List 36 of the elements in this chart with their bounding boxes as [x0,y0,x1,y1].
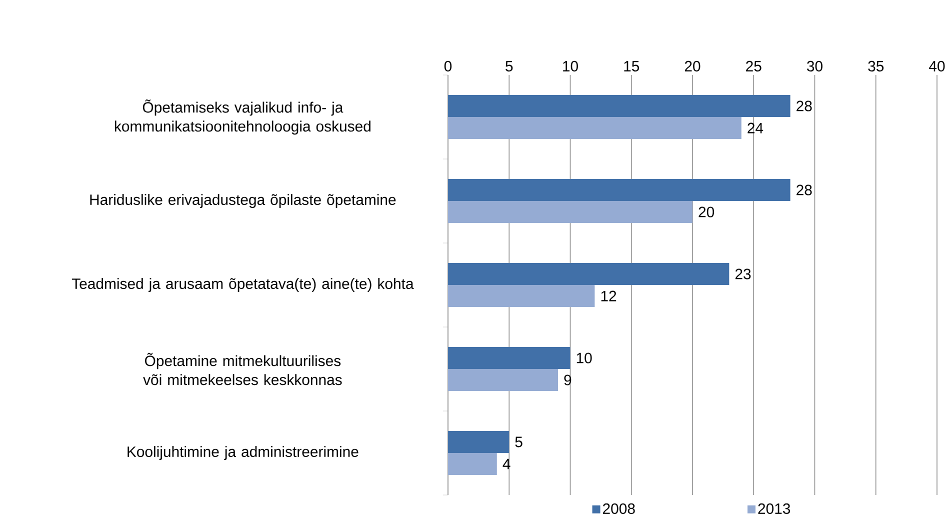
x-tick-label: 35 [868,60,884,72]
x-tick-label: 20 [684,60,700,72]
bar [448,263,730,286]
bar [448,431,510,454]
bar [448,95,790,118]
data-label: 28 [796,100,812,112]
y-tick-label: Õpetamiseks vajalikud info- ja kommunikatsioonitehnoloogia oskused [114,99,370,135]
bar [448,369,558,392]
data-label: 23 [735,268,751,280]
data-label: 24 [748,122,764,134]
bar [448,285,595,308]
data-label: 5 [515,436,522,448]
data-label: 9 [564,374,572,386]
x-tick-label: 0 [444,60,452,72]
x-tick-label: 25 [746,60,762,72]
bar [448,117,742,140]
y-tick-label: Hariduslike erivajadustega õpilaste õpetamine [90,194,396,208]
legend-label: 2008 [603,503,635,514]
x-tick-label: 30 [807,60,822,72]
bar [448,347,570,370]
data-label: 12 [601,290,616,302]
x-tick-label: 10 [563,60,578,72]
y-tick-label: Koolijuhtimine ja administreerimine [128,446,358,460]
bar [448,453,497,476]
y-tick-label: Õpetamine mitmekultuurilises või mitmekeelses keskkonnas [143,352,342,386]
x-tick-label: 5 [506,61,513,72]
x-tick-label: 15 [624,61,640,72]
bar [448,179,790,202]
data-label: 10 [576,352,592,364]
data-label: 28 [796,184,812,196]
bar [448,201,692,224]
legend-label: 2013 [758,503,790,514]
y-tick-label: Teadmised ja arusaam õpetatava(te) aine(te) kohta [72,278,414,292]
data-label: 20 [698,206,714,218]
x-tick-label: 40 [929,60,945,72]
data-label: 4 [502,458,510,470]
